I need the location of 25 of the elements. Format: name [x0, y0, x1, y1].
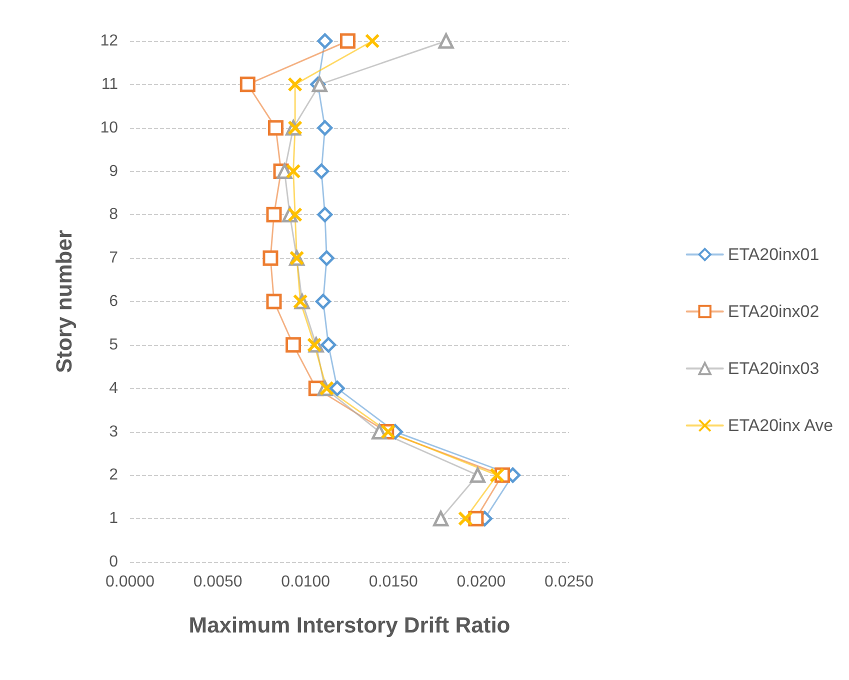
x-tick-label: 0.0000 [106, 574, 155, 590]
y-tick-label: 3 [109, 423, 118, 440]
x-tick-label: 0.0200 [456, 574, 506, 590]
x-tick-label: 0.0150 [368, 574, 418, 590]
legend-label: ETA20inx01 [728, 245, 820, 264]
y-tick-label: 0 [109, 554, 118, 570]
y-tick-label: 7 [109, 250, 118, 267]
legend-label: ETA20inx02 [728, 302, 820, 321]
y-axis-title: Story number [52, 230, 76, 374]
y-tick-label: 11 [101, 76, 118, 93]
y-tick-label: 2 [109, 466, 118, 484]
y-tick-label: 9 [109, 162, 118, 180]
y-tick-label: 6 [109, 293, 118, 310]
legend-label: ETA20inx03 [728, 359, 820, 378]
y-tick-label: 4 [109, 380, 118, 397]
y-tick-label: 8 [109, 206, 118, 224]
x-tick-label: 0.0050 [193, 574, 242, 590]
y-tick-label: 1 [109, 510, 118, 528]
y-tick-label: 12 [100, 32, 118, 50]
x-axis-title: Maximum Interstory Drift Ratio [188, 612, 510, 638]
x-tick-label: 0.0250 [544, 574, 594, 590]
y-tick-label: 10 [100, 119, 118, 136]
y-tick-label: 5 [109, 336, 118, 354]
legend-label: ETA20inx Ave [728, 416, 834, 435]
x-tick-label: 0.0100 [281, 574, 330, 590]
